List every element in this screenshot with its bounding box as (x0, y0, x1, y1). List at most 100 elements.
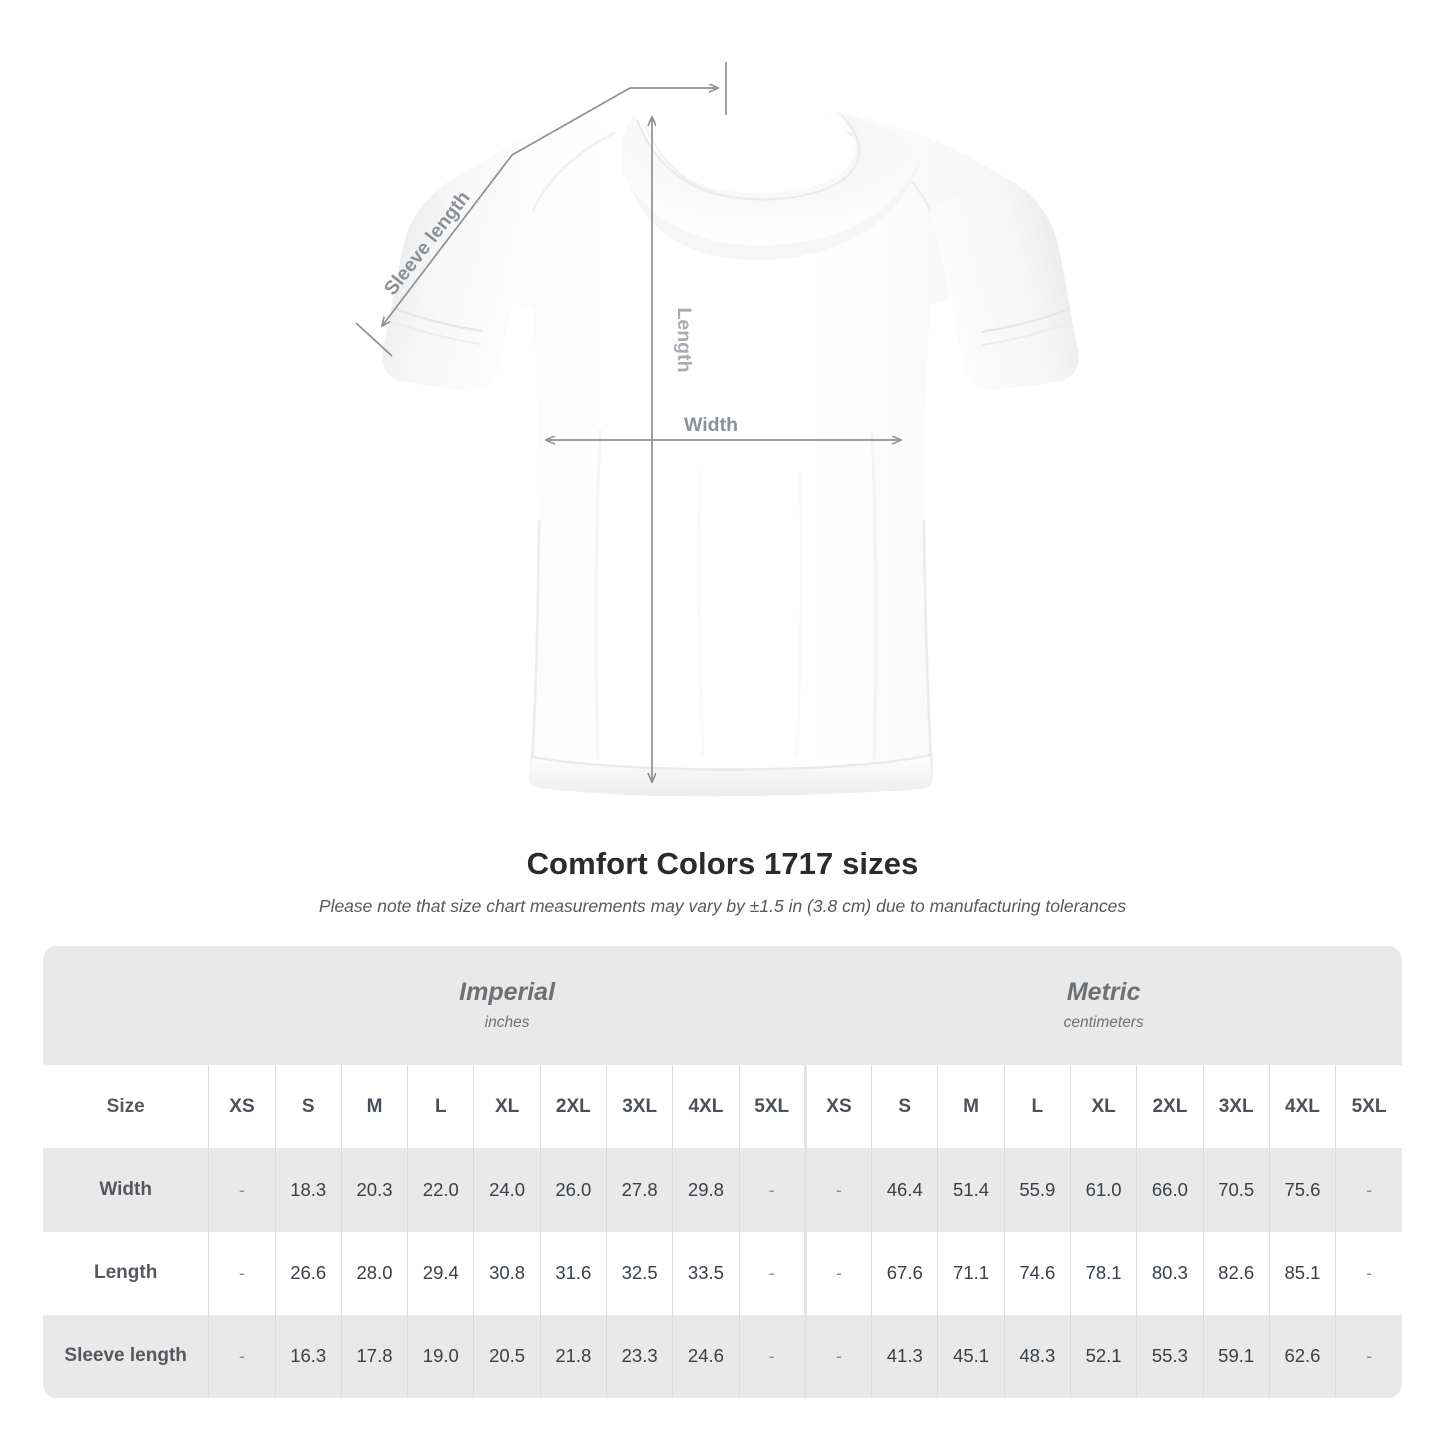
table-cell: 27.8 (605, 1148, 673, 1232)
unit-band-row: Imperial inches Metric centimeters (43, 946, 1402, 1065)
table-cell: 16.3 (274, 1314, 342, 1398)
row-label: Width (43, 1148, 209, 1232)
table-cell: 70.5 (1202, 1148, 1270, 1232)
table-cell: - (803, 1148, 872, 1232)
table-cell: 55.3 (1136, 1314, 1204, 1398)
table-cell: 24.0 (473, 1148, 541, 1232)
size-column-header: 5XL (738, 1065, 806, 1149)
table-cell: 24.6 (672, 1314, 740, 1398)
unit-imperial-title: Imperial (459, 977, 556, 1006)
table-cell: 30.8 (473, 1231, 541, 1315)
table-cell: 48.3 (1003, 1314, 1071, 1398)
table-row-size-header: Size XS S M L XL 2XL 3XL 4XL 5XL XS S M L XL 2XL 3XL 4XL 5… (43, 1065, 1402, 1149)
table-cell: - (738, 1314, 806, 1398)
table-cell: 20.3 (340, 1148, 408, 1232)
table-cell: 20.5 (473, 1314, 541, 1398)
size-column-header: S (274, 1065, 342, 1149)
table-cell: 28.0 (340, 1231, 408, 1315)
row-header-size: Size (43, 1065, 209, 1149)
size-table-unit-band: Imperial inches Metric centimeters (43, 946, 1402, 1065)
unit-imperial-sub: inches (484, 1014, 530, 1032)
table-cell: 26.0 (539, 1148, 607, 1232)
sleeve-length-dimension (355, 87, 631, 357)
table-cell: 18.3 (274, 1148, 342, 1232)
table-cell: 29.8 (672, 1148, 740, 1232)
size-column-header: 3XL (605, 1065, 673, 1149)
unit-metric-cell: Metric centimeters (805, 946, 1402, 1065)
table-cell: 59.1 (1202, 1314, 1270, 1398)
size-column-header: XS (803, 1065, 872, 1149)
table-cell: - (208, 1148, 276, 1232)
size-column-header: 2XL (539, 1065, 607, 1149)
table-cell: 32.5 (605, 1231, 673, 1315)
size-column-header: XL (473, 1065, 541, 1149)
table-cell: - (803, 1314, 872, 1398)
table-cell: 80.3 (1136, 1231, 1204, 1315)
table-cell: 46.4 (871, 1148, 938, 1232)
table-cell: 67.6 (871, 1231, 938, 1315)
size-column-header: 3XL (1202, 1065, 1270, 1149)
table-cell: 52.1 (1069, 1314, 1137, 1398)
unit-imperial-cell: Imperial inches (208, 946, 806, 1065)
table-row: Width -18.3 20.3 22.0 24.0 26.0 27.8 29.8- -46.4… (43, 1148, 1402, 1232)
row-label: Sleeve length (43, 1314, 209, 1398)
tshirt-illustration: Sleeve length Length Width (355, 62, 1079, 797)
size-column-header: L (407, 1065, 474, 1149)
table-cell: 71.1 (937, 1231, 1005, 1315)
size-table-body: Size XS S M L XL 2XL 3XL 4XL 5XL XS S M L XL 2XL 3XL 4XL 5… (43, 1065, 1402, 1398)
size-table: Imperial inches Metric centimeters Size X… (43, 946, 1402, 1398)
table-cell: 75.6 (1268, 1148, 1336, 1232)
table-cell: - (208, 1231, 276, 1315)
table-cell: 21.8 (539, 1314, 607, 1398)
width-label: Width (684, 414, 738, 436)
length-label: Length (673, 308, 695, 373)
table-cell: 78.1 (1069, 1231, 1137, 1315)
table-cell: 61.0 (1069, 1148, 1137, 1232)
table-row: Length -26.6 28.0 29.4 30.8 31.6 32.5 33.5- -67.… (43, 1231, 1402, 1315)
size-column-header: XL (1069, 1065, 1137, 1149)
size-column-header: 5XL (1335, 1065, 1402, 1149)
size-column-header: 4XL (1268, 1065, 1336, 1149)
table-cell: 85.1 (1268, 1231, 1336, 1315)
size-column-header: XS (208, 1065, 276, 1149)
table-cell: 22.0 (407, 1148, 474, 1232)
table-cell: - (738, 1148, 806, 1232)
sleeve-length-leader (630, 62, 727, 115)
size-column-header: S (871, 1065, 938, 1149)
table-cell: - (208, 1314, 276, 1398)
table-cell: 33.5 (672, 1231, 740, 1315)
table-cell: - (1335, 1231, 1402, 1315)
table-cell: 51.4 (937, 1148, 1005, 1232)
size-column-header: L (1003, 1065, 1071, 1149)
table-row: Sleeve length -16.3 17.8 19.0 20.5 21.8 23.3 24… (43, 1314, 1402, 1398)
table-cell: - (738, 1231, 806, 1315)
table-cell: 41.3 (871, 1314, 938, 1398)
size-table-container: Imperial inches Metric centimeters Size X… (43, 946, 1402, 1398)
table-cell: 31.6 (539, 1231, 607, 1315)
table-cell: 74.6 (1003, 1231, 1071, 1315)
table-cell: 29.4 (407, 1231, 474, 1315)
table-cell: 26.6 (274, 1231, 342, 1315)
page-title: Comfort Colors 1717 sizes (526, 846, 919, 881)
table-cell: 17.8 (340, 1314, 408, 1398)
measurement-annotations (355, 62, 901, 782)
row-label: Length (43, 1231, 209, 1315)
table-cell: - (1335, 1148, 1402, 1232)
size-column-header: M (937, 1065, 1005, 1149)
size-column-header: 4XL (672, 1065, 740, 1149)
table-cell: 45.1 (937, 1314, 1005, 1398)
page-subtitle: Please note that size chart measurements… (318, 896, 1127, 916)
table-cell: 19.0 (407, 1314, 474, 1398)
table-cell: - (803, 1231, 872, 1315)
tshirt-graphic (382, 105, 1079, 797)
unit-metric-sub: centimeters (1063, 1014, 1144, 1032)
table-cell: 66.0 (1136, 1148, 1204, 1232)
table-cell: 55.9 (1003, 1148, 1071, 1232)
size-column-header: 2XL (1136, 1065, 1204, 1149)
table-cell: 23.3 (605, 1314, 673, 1398)
table-cell: - (1335, 1314, 1402, 1398)
table-cell: 62.6 (1268, 1314, 1336, 1398)
table-cell: 82.6 (1202, 1231, 1270, 1315)
unit-band-spacer (43, 946, 209, 1065)
